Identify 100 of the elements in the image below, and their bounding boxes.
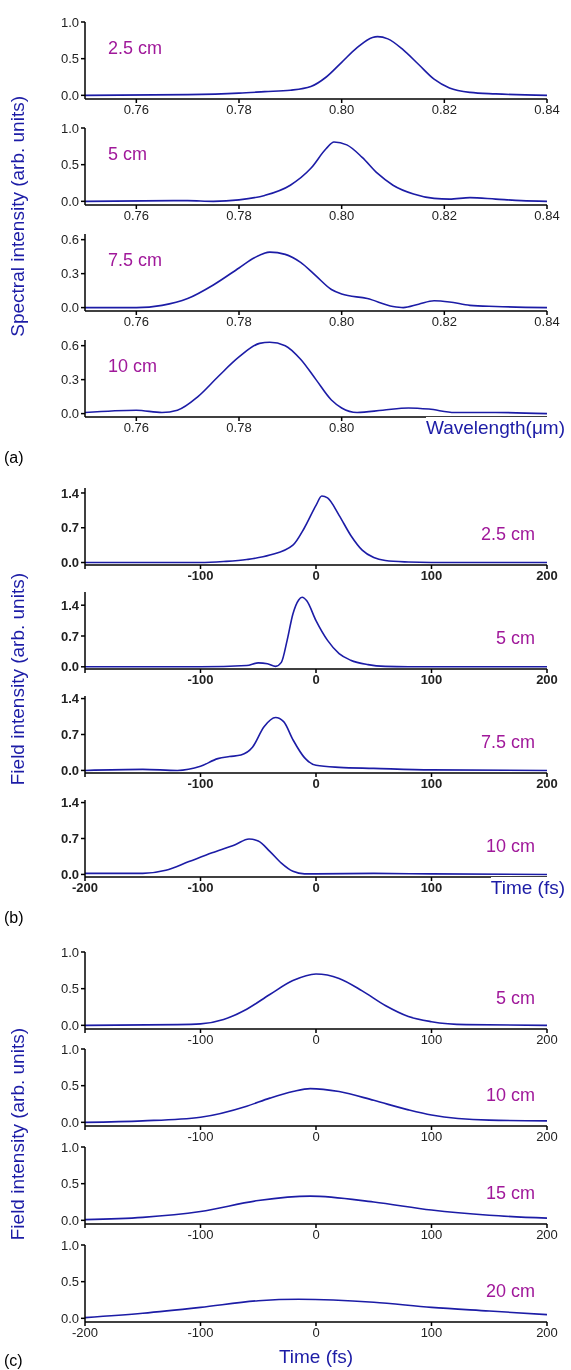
x-tick-label: 0.78 [226, 314, 252, 330]
x-tick-label: 100 [420, 1129, 443, 1145]
annotation: 10 cm [485, 836, 535, 857]
text: (c) [4, 1352, 23, 1370]
x-tick-label: 0.78 [226, 102, 252, 118]
text: (a) [4, 449, 24, 467]
y-tick-label: 1.0 [60, 944, 79, 960]
annotation: 10 cm [108, 356, 158, 377]
y-tick-label: 0.5 [60, 157, 79, 173]
x-tick-label: 0.78 [226, 420, 252, 436]
y-tick-label: 0.0 [60, 763, 79, 779]
y-tick-label: 0.0 [60, 1212, 79, 1228]
x-tick-label: -100 [187, 776, 214, 792]
x-tick-label: 200 [536, 1227, 558, 1243]
y-tick-label: 0.5 [60, 1274, 79, 1290]
x-tick-label: 0.82 [431, 102, 457, 118]
y-axis-title: Spectral intensity (arb. units) [7, 96, 29, 337]
y-tick-label: 0.7 [60, 831, 79, 847]
x-tick-label: 100 [420, 1325, 443, 1341]
x-tick-label: 0 [312, 880, 320, 896]
x-tick-label: 0.84 [534, 102, 560, 118]
x-tick-label: 200 [536, 1032, 558, 1048]
y-tick-label: 0.7 [60, 727, 79, 743]
y-tick-label: 0.6 [60, 338, 79, 354]
y-tick-label: 0.0 [60, 867, 79, 883]
x-tick-label: -200 [71, 1325, 99, 1341]
x-tick-label: 0.76 [123, 420, 149, 436]
x-tick-label: -100 [187, 1325, 214, 1341]
x-tick-label: 100 [420, 1032, 443, 1048]
y-tick-label: 1.4 [60, 485, 80, 501]
x-axis-title: Time (fs) [277, 1346, 355, 1368]
text: (b) [4, 909, 24, 927]
x-tick-label: 100 [420, 672, 443, 688]
x-tick-label: 0.76 [123, 314, 149, 330]
y-tick-label: 1.0 [60, 1237, 79, 1253]
y-tick-label: 0.0 [60, 1114, 79, 1130]
x-tick-label: 100 [420, 880, 443, 896]
x-tick-label: 0 [312, 776, 320, 792]
x-tick-label: 0 [312, 1032, 320, 1048]
x-tick-label: -200 [71, 880, 99, 896]
x-tick-label: 0.78 [226, 208, 252, 224]
y-tick-label: 0.3 [60, 266, 79, 282]
y-tick-label: 1.0 [60, 14, 79, 30]
x-tick-label: 0.84 [534, 208, 560, 224]
y-tick-label: 1.0 [60, 1139, 79, 1155]
x-tick-label: -100 [187, 568, 214, 584]
y-tick-label: 0.7 [60, 628, 79, 644]
y-axis-title: Field intensity (arb. units) [7, 1027, 29, 1241]
annotation: 5 cm [495, 628, 535, 649]
y-tick-label: 0.5 [60, 981, 79, 997]
y-tick-label: 0.0 [60, 193, 79, 209]
y-tick-label: 0.0 [60, 406, 79, 422]
x-tick-label: 200 [536, 568, 558, 584]
line-series [85, 1298, 547, 1319]
x-tick-label: 200 [536, 1129, 558, 1145]
x-tick-label: 0.76 [123, 208, 149, 224]
annotation: 20 cm [485, 1281, 535, 1302]
x-tick-label: 100 [420, 1227, 443, 1243]
x-tick-label: 0.84 [534, 314, 560, 330]
y-axis-title: Field intensity (arb. units) [7, 573, 29, 786]
y-tick-label: 1.4 [60, 691, 80, 707]
y-tick-label: 0.0 [60, 1017, 79, 1033]
y-tick-label: 0.5 [60, 51, 79, 67]
annotation: 10 cm [485, 1085, 535, 1106]
annotation: 7.5 cm [108, 250, 163, 271]
y-tick-label: 0.0 [60, 555, 79, 571]
annotation: 5 cm [495, 988, 535, 1009]
x-tick-label: 0.80 [329, 314, 355, 330]
annotation: 5 cm [108, 144, 148, 165]
annotation: 7.5 cm [480, 732, 535, 753]
y-tick-label: 0.5 [60, 1176, 79, 1192]
x-tick-label: 0.76 [123, 102, 149, 118]
x-tick-label: 100 [420, 776, 443, 792]
x-tick-label: 0 [312, 1129, 320, 1145]
y-tick-label: 0.6 [60, 232, 79, 248]
x-tick-label: 0 [312, 568, 320, 584]
x-axis-title: Time (fs) [490, 877, 565, 899]
x-tick-label: 200 [536, 776, 558, 792]
x-tick-label: -100 [187, 672, 214, 688]
y-tick-label: 0.7 [60, 520, 79, 536]
x-tick-label: 0 [312, 1227, 320, 1243]
x-tick-label: 100 [420, 568, 443, 584]
y-tick-label: 1.0 [60, 1041, 79, 1057]
x-tick-label: -100 [187, 1227, 214, 1243]
y-tick-label: 0.0 [60, 659, 79, 675]
y-tick-label: 0.0 [60, 87, 79, 103]
annotation: 2.5 cm [108, 38, 163, 59]
x-tick-label: 0.82 [431, 208, 457, 224]
x-tick-label: 0.80 [329, 102, 355, 118]
annotation: 15 cm [485, 1183, 535, 1204]
y-tick-label: 0.3 [60, 372, 79, 388]
y-tick-label: 0.0 [60, 300, 79, 316]
y-tick-label: 1.4 [60, 597, 80, 613]
x-tick-label: 0.80 [329, 420, 355, 436]
y-tick-label: 0.5 [60, 1078, 79, 1094]
x-tick-label: -100 [187, 1032, 214, 1048]
x-tick-label: -100 [187, 880, 214, 896]
x-tick-label: 0 [312, 1325, 320, 1341]
y-tick-label: 1.4 [60, 795, 80, 811]
y-tick-label: 0.0 [60, 1310, 79, 1326]
